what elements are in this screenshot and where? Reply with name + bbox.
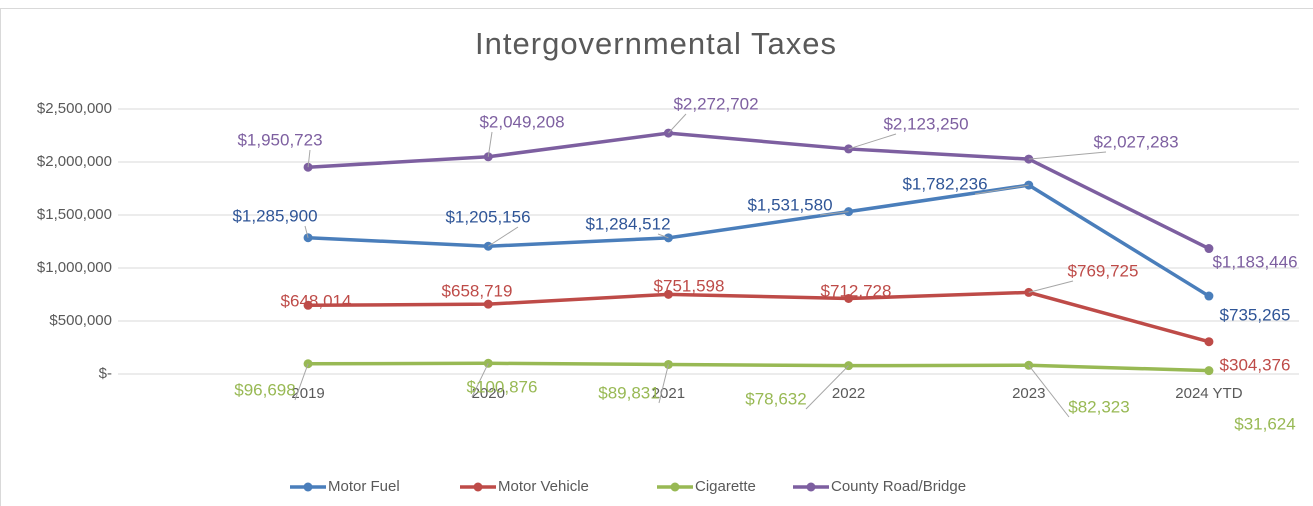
data-label: $304,376: [1220, 355, 1291, 374]
leader-line: [805, 365, 849, 410]
data-point: [303, 300, 313, 310]
data-label: $1,531,580: [747, 195, 832, 214]
leader-line: [848, 133, 897, 150]
data-label: $712,728: [821, 281, 892, 300]
data-label: $2,027,283: [1093, 132, 1178, 151]
data-point: [844, 293, 854, 303]
chart-frame: [0, 8, 1313, 506]
data-label: $735,265: [1220, 305, 1291, 324]
data-label: $31,624: [1234, 414, 1295, 433]
y-tick-label: $1,000,000: [37, 259, 112, 276]
data-point: [663, 289, 673, 299]
data-label: $1,183,446: [1212, 252, 1297, 271]
data-label: $2,123,250: [883, 114, 968, 133]
data-label: $1,782,236: [902, 174, 987, 193]
leader-line: [304, 225, 309, 238]
leader-line: [1028, 280, 1074, 293]
legend-marker: [303, 482, 313, 492]
x-tick-label: 2023: [1012, 385, 1045, 402]
data-label: $100,876: [467, 377, 538, 396]
legend-label: Motor Fuel: [328, 478, 400, 495]
legend-marker: [670, 482, 680, 492]
leader-line: [294, 363, 309, 401]
leader-line: [487, 226, 519, 247]
leader-line: [658, 364, 669, 404]
y-tick-label: $2,000,000: [37, 153, 112, 170]
data-point: [1204, 366, 1214, 376]
leader-line: [974, 184, 1029, 195]
chart-title: Intergovernmental Taxes: [475, 26, 837, 61]
data-label: $658,719: [442, 281, 513, 300]
data-point: [1204, 291, 1214, 301]
data-label: $2,272,702: [673, 94, 758, 113]
data-label: $2,049,208: [479, 112, 564, 131]
data-label: $1,284,512: [585, 214, 670, 233]
leader-line: [668, 113, 687, 134]
leader-line: [819, 211, 849, 216]
x-tick-label: 2019: [291, 385, 324, 402]
data-point: [1204, 244, 1214, 254]
data-label: $78,632: [745, 389, 806, 408]
x-tick-label: 2022: [832, 385, 865, 402]
data-point: [1204, 337, 1214, 347]
data-label: $751,598: [654, 276, 725, 295]
data-label: $1,285,900: [232, 206, 317, 225]
legend-label: Motor Vehicle: [498, 478, 589, 495]
leader-line: [471, 363, 489, 398]
x-tick-label: 2024 YTD: [1175, 385, 1242, 402]
x-tick-label: 2020: [472, 385, 505, 402]
series-line: [308, 290, 1210, 344]
data-label: $769,725: [1068, 261, 1139, 280]
legend-label: County Road/Bridge: [831, 478, 966, 495]
y-tick-label: $1,500,000: [37, 206, 112, 223]
data-label: $1,205,156: [445, 207, 530, 226]
data-label: $82,323: [1068, 397, 1129, 416]
data-label: $89,831: [598, 383, 659, 402]
legend-marker: [806, 482, 816, 492]
data-label: $96,698: [234, 380, 295, 399]
series-line: [308, 361, 1209, 373]
leader-line: [1028, 151, 1107, 160]
data-label: $1,950,723: [237, 130, 322, 149]
leader-line: [657, 233, 669, 239]
data-label: $648,014: [281, 291, 352, 310]
data-point: [483, 299, 493, 309]
leader-line: [487, 131, 493, 157]
series-line: [307, 131, 1210, 251]
leader-line: [307, 149, 311, 168]
legend-marker: [473, 482, 483, 492]
y-tick-label: $500,000: [49, 312, 112, 329]
legend-label: Cigarette: [695, 478, 756, 495]
y-tick-label: $-: [99, 365, 112, 382]
leader-line: [1028, 364, 1070, 418]
y-tick-label: $2,500,000: [37, 100, 112, 117]
series-line: [307, 183, 1210, 298]
